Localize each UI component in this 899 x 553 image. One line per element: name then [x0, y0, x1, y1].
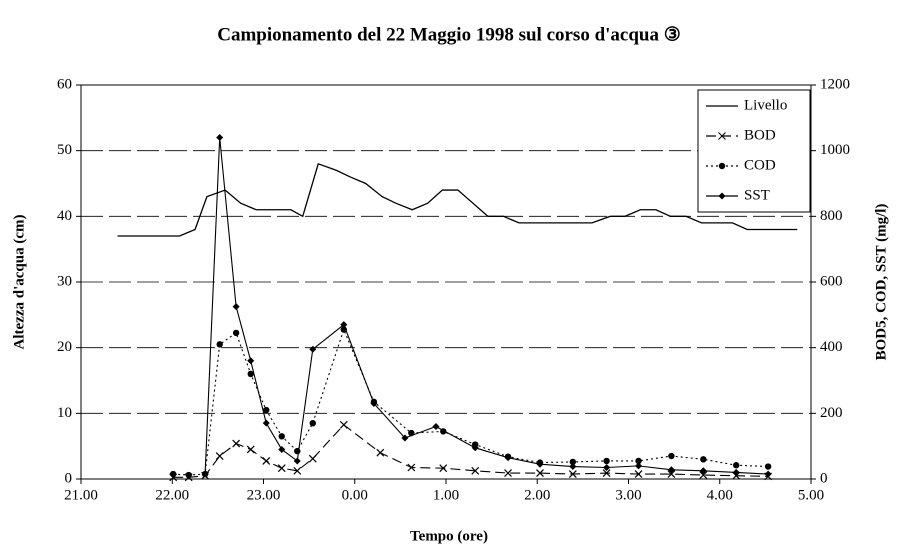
- chart-title: Campionamento del 22 Maggio 1998 sul cor…: [217, 24, 681, 45]
- marker: [247, 357, 255, 365]
- marker: [700, 456, 707, 463]
- marker: [667, 466, 675, 474]
- marker: [278, 433, 285, 440]
- marker: [732, 468, 740, 476]
- marker: [603, 457, 610, 465]
- marker: [635, 462, 643, 470]
- marker: [232, 329, 240, 337]
- x-tick-label: 22.00: [155, 487, 189, 503]
- marker: [294, 447, 301, 455]
- marker: [432, 422, 440, 430]
- marker: [732, 462, 740, 469]
- y2-tick-label: 0: [820, 470, 828, 486]
- marker: [439, 464, 448, 473]
- x-tick-label: 5.00: [798, 487, 824, 503]
- y2-tick-label: 1000: [820, 142, 850, 158]
- marker: [376, 448, 385, 457]
- x-axis-label: Tempo (ore): [410, 528, 488, 544]
- marker: [215, 452, 224, 460]
- series-line: [204, 137, 769, 475]
- marker: [262, 457, 271, 465]
- marker: [504, 454, 512, 462]
- marker: [308, 454, 317, 463]
- legend-label: Livello: [744, 97, 787, 113]
- marker: [471, 444, 479, 452]
- y-tick-label: 50: [57, 142, 72, 158]
- y2-tick-label: 600: [820, 273, 843, 289]
- x-tick-label: 4.00: [707, 487, 733, 503]
- legend-label: BOD: [744, 127, 776, 143]
- y-tick-label: 40: [57, 208, 72, 224]
- y-tick-label: 30: [57, 273, 72, 289]
- marker: [278, 445, 286, 453]
- y2-tick-label: 400: [820, 339, 843, 355]
- legend-label: SST: [744, 187, 770, 203]
- marker: [169, 470, 177, 478]
- marker: [764, 470, 772, 478]
- marker: [699, 467, 707, 475]
- marker: [216, 134, 224, 142]
- y-tick-label: 20: [57, 339, 72, 355]
- marker: [232, 303, 240, 311]
- x-tick-label: 2.00: [524, 487, 550, 503]
- marker: [262, 419, 270, 427]
- y-tick-label: 60: [57, 76, 72, 92]
- y2-tick-label: 200: [820, 405, 843, 421]
- marker: [247, 370, 254, 378]
- x-tick-label: 1.00: [433, 487, 459, 503]
- marker: [293, 457, 301, 465]
- marker: [340, 321, 348, 329]
- marker: [370, 399, 378, 407]
- marker: [471, 466, 480, 475]
- y-tick-label: 10: [57, 405, 72, 421]
- marker: [634, 470, 643, 478]
- plot-frame: [80, 84, 812, 480]
- y-tick-label: 0: [65, 470, 73, 486]
- legend-label: COD: [744, 157, 776, 173]
- legend-marker: [718, 132, 726, 140]
- marker: [339, 420, 348, 429]
- marker: [246, 445, 255, 454]
- marker: [401, 434, 409, 442]
- series-line: [173, 424, 769, 478]
- series-line: [117, 162, 798, 237]
- x-tick-label: 23.00: [247, 487, 281, 503]
- marker: [263, 406, 270, 414]
- legend-marker: [718, 162, 726, 170]
- marker: [668, 452, 675, 460]
- marker: [568, 470, 577, 478]
- marker: [569, 458, 577, 466]
- marker: [764, 463, 772, 470]
- marker: [603, 464, 611, 472]
- marker: [536, 460, 544, 468]
- marker: [309, 419, 316, 427]
- marker: [667, 470, 676, 478]
- x-tick-label: 0.00: [342, 487, 368, 503]
- y2-axis-label: BOD5, COD, SST (mg/l): [873, 204, 889, 361]
- marker: [407, 463, 416, 472]
- marker: [699, 471, 708, 479]
- y2-tick-label: 1200: [820, 76, 850, 92]
- legend-marker: [718, 192, 726, 200]
- marker: [536, 469, 544, 478]
- y-axis-label: Altezza d'acqua (cm): [11, 215, 27, 350]
- marker: [232, 439, 241, 448]
- marker: [635, 457, 642, 465]
- legend-box: [697, 89, 811, 213]
- x-tick-label: 3.00: [615, 487, 641, 503]
- marker: [201, 470, 209, 478]
- marker: [277, 464, 286, 473]
- y2-tick-label: 800: [820, 208, 843, 224]
- marker: [185, 471, 192, 479]
- marker: [602, 469, 611, 478]
- x-tick-label: 21.00: [64, 487, 98, 503]
- marker: [569, 463, 577, 471]
- series-line: [173, 328, 769, 476]
- marker: [309, 345, 317, 353]
- marker: [216, 341, 223, 348]
- marker: [504, 469, 512, 478]
- marker: [293, 466, 302, 475]
